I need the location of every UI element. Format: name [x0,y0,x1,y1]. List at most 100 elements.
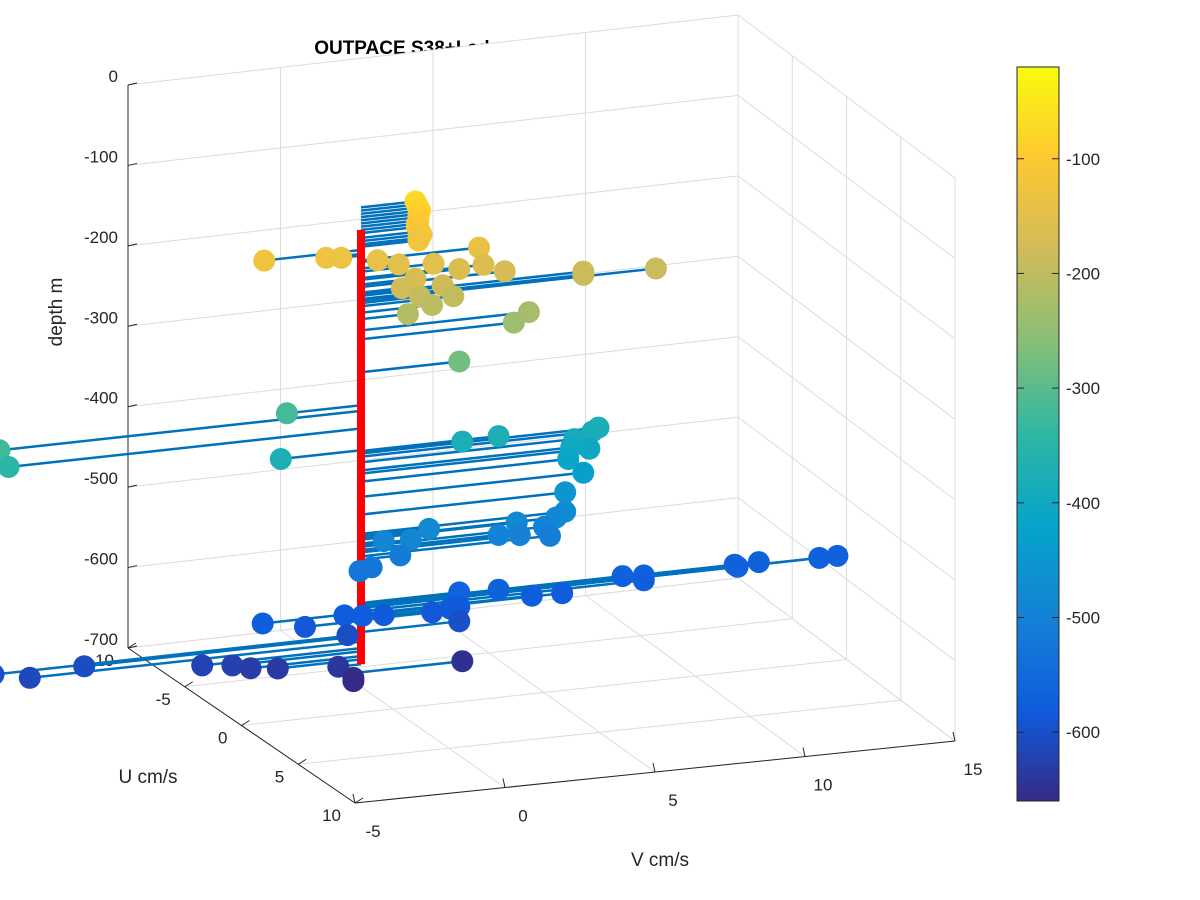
velocity-marker [372,530,395,553]
x-tick-mark [184,681,194,688]
grid-line [737,577,956,742]
y-tick-mark [352,793,356,804]
z-tick-mark [127,162,138,166]
velocity-marker [448,610,471,633]
x-axis-label: U cm/s [118,767,177,788]
velocity-marker [294,615,316,638]
velocity-stem [360,446,572,472]
colorbar-tick-label: -600 [1066,723,1100,742]
y-tick-label: 10 [814,776,833,795]
velocity-marker [726,555,749,578]
velocity-marker [451,650,474,673]
y-tick-mark [502,778,506,788]
z-tick-mark [127,243,138,247]
velocity-marker [421,601,444,624]
velocity-stem [84,634,362,668]
velocity-marker [826,544,849,567]
velocity-marker [572,461,595,484]
velocity-stem [360,457,569,483]
velocity-marker [808,546,831,569]
velocity-marker [581,420,604,443]
tick-labels: 0-100-200-300-400-500-600-700-10-50510-5… [84,67,982,841]
velocity-marker [396,303,419,326]
grid-line [127,175,739,247]
z-tick-mark [127,323,138,327]
velocity-marker [632,569,655,592]
velocity-stem [286,403,362,415]
grid-line [737,497,956,661]
x-tick-mark [127,642,137,649]
grid-line [737,95,956,259]
velocity-stem [360,447,590,475]
velocity-marker [442,285,465,308]
y-tick-mark [952,731,956,742]
velocity-markers [0,190,849,693]
velocity-marker [487,425,510,448]
colorbar [1016,66,1060,802]
z-tick-mark [127,404,138,408]
z-tick-label: -200 [84,228,118,247]
velocity-stem [360,527,430,538]
velocity-marker [508,524,531,547]
velocity-marker [399,528,422,551]
y-tick-mark [652,762,656,773]
x-tick-label: 10 [322,806,341,825]
velocity-marker [539,524,561,547]
grid-line [127,336,739,408]
z-tick-label: -100 [84,147,118,166]
velocity-marker [422,252,445,275]
velocity-marker [520,584,543,607]
velocity-marker [330,246,353,269]
x-tick-label: -5 [156,690,171,709]
velocity-marker [239,657,262,680]
velocity-marker [448,350,471,373]
colorbar-tick-label: -100 [1066,150,1100,169]
y-tick-mark [802,747,806,757]
colorbar-tick-label: -500 [1066,609,1100,628]
z-tick-label: -400 [84,389,118,408]
grid-line [737,416,956,581]
velocity-marker [468,236,490,259]
velocity-marker [73,655,96,678]
velocity-marker [418,517,440,540]
grid-line [737,336,956,501]
velocity-marker [747,551,770,574]
grid-line [585,595,806,757]
velocity-marker [327,655,350,678]
velocity-marker [487,578,510,601]
velocity-marker [572,263,595,286]
velocity-marker [18,666,41,689]
axes-back-panes [128,15,955,741]
velocity-marker [611,565,634,588]
velocity-marker [333,604,356,627]
velocity-marker [502,311,525,334]
x-tick-label: 0 [218,729,227,748]
velocity-stem [360,426,599,455]
velocity-marker [351,604,374,627]
velocity-marker [487,524,510,546]
velocity-marker [389,544,412,567]
y-axis-label: V cm/s [631,850,689,871]
grid-line [737,14,956,179]
grid-line [127,416,739,488]
z-tick-label: -300 [84,308,118,327]
z-tick-mark [127,645,138,649]
velocity-marker [342,670,365,693]
velocity-marker [644,257,667,280]
grid-line [737,255,956,420]
grid-line [127,14,739,86]
velocity-stem [280,449,362,461]
z-tick-label: -600 [84,550,118,569]
velocity-marker [336,624,359,647]
velocity-marker [493,260,516,283]
velocity-stem [0,409,362,452]
velocity-stem [360,321,514,341]
velocity-marker [372,604,395,627]
z-tick-label: -500 [84,469,118,488]
velocity-stem [8,427,362,469]
y-tick-label: 0 [518,807,527,826]
velocity-marker [275,402,298,425]
velocity-marker [269,448,292,470]
velocity-marker [251,612,274,635]
velocity-marker [557,448,580,470]
